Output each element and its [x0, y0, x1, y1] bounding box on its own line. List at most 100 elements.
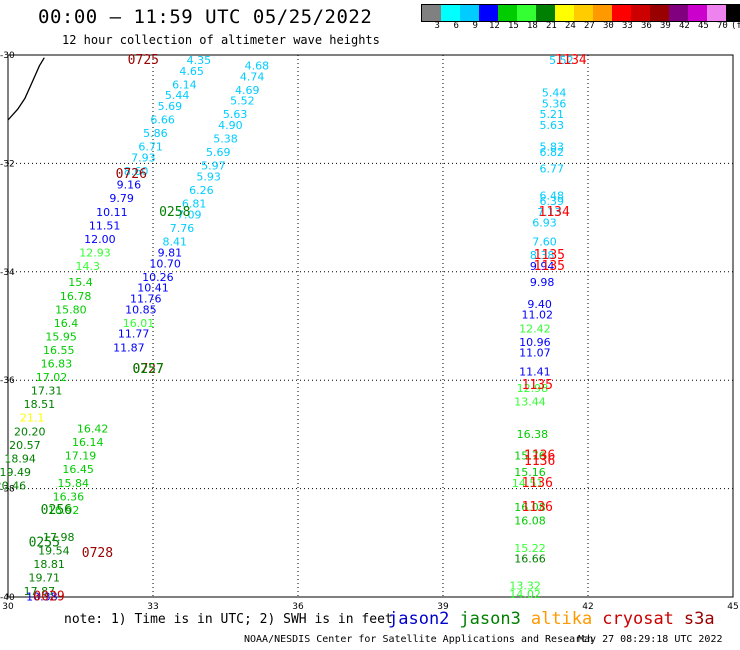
timestamp-text: May 27 08:29:18 UTC 2022	[578, 634, 723, 645]
swh-label: 8.60	[124, 165, 149, 178]
swh-label: 17.02	[36, 371, 68, 384]
swh-label: 21.1	[20, 412, 45, 425]
swh-label: 11.07	[519, 347, 551, 360]
swh-label: 15.16	[514, 466, 546, 479]
swh-label: 11.76	[130, 292, 162, 305]
swh-label: 20.20	[14, 425, 46, 438]
colorbar-swatch	[612, 5, 631, 21]
swh-label: 5.44	[165, 89, 190, 102]
swh-label: 9.16	[117, 179, 142, 192]
swh-label: 4.74	[240, 70, 265, 83]
time-label: 0258	[159, 205, 190, 220]
swh-label: 16.38	[517, 428, 549, 441]
swh-label: 16.01	[123, 317, 155, 330]
colorbar-label: 39	[660, 21, 671, 31]
swh-label: 5.69	[206, 146, 231, 159]
swh-label: 10.26	[142, 271, 174, 284]
y-tick-label: -34	[0, 268, 15, 278]
swh-label: 17.31	[31, 385, 63, 398]
chart-subtitle: 12 hour collection of altimeter wave hei…	[62, 33, 380, 47]
swh-label: 16.4	[54, 317, 79, 330]
time-label: 1136	[524, 454, 555, 469]
x-tick-label: 39	[437, 602, 449, 612]
colorbar-label: 18	[527, 21, 538, 31]
colorbar-swatch	[669, 5, 688, 21]
time-label: 0256	[41, 503, 72, 518]
x-tick-label: 36	[292, 602, 304, 612]
swh-label: 16.78	[60, 290, 92, 303]
swh-label: 9.98	[530, 276, 555, 289]
swh-label: 17.98	[43, 531, 75, 544]
legend-altika: altika	[530, 609, 593, 629]
swh-label: 19.54	[38, 545, 70, 558]
swh-label: 11.41	[519, 366, 551, 379]
colorbar-swatch	[441, 5, 460, 21]
swh-label: 11.51	[89, 219, 121, 232]
time-label: 0727	[133, 362, 164, 377]
swh-label: 16.66	[514, 553, 546, 566]
time-label: 1136	[524, 449, 555, 464]
x-tick-label: 45	[727, 602, 738, 612]
y-tick-label: -40	[0, 593, 15, 603]
swh-label: 5.38	[213, 133, 238, 146]
swh-label: 18.94	[4, 452, 36, 465]
swh-label: 15.80	[55, 303, 87, 316]
swh-label: 9.40	[527, 298, 552, 311]
colorbar-label: 70	[717, 21, 728, 31]
colorbar-label: 15	[508, 21, 519, 31]
time-label: 0728	[82, 546, 113, 561]
time-label: 0726	[116, 167, 147, 182]
swh-label: 18.51	[24, 398, 56, 411]
time-label: 0255	[29, 535, 60, 550]
swh-label: 11.02	[522, 309, 554, 322]
colorbar-swatch	[422, 5, 441, 21]
colorbar-label: 33	[622, 21, 633, 31]
swh-label: 6.81	[182, 198, 207, 211]
colorbar-swatch	[479, 5, 498, 21]
swh-label: 12.93	[79, 246, 111, 259]
colorbar-swatch	[631, 5, 650, 21]
swh-label: 5.36	[542, 97, 567, 110]
swh-label: 6.48	[540, 190, 565, 203]
swh-label: 16.08	[514, 515, 546, 528]
swh-label: 12.98	[517, 382, 549, 395]
swh-label: 16.45	[62, 463, 94, 476]
credit-text: NOAA/NESDIS Center for Satellite Applica…	[244, 634, 594, 645]
swh-label: 7.93	[131, 152, 156, 165]
colorbar-label: 9	[472, 21, 478, 31]
time-label: 1135	[522, 378, 553, 393]
swh-label: 4.65	[179, 65, 204, 78]
swh-label: 19.71	[29, 572, 61, 585]
colorbar-swatch	[517, 5, 536, 21]
plot-frame	[7, 54, 734, 598]
colorbar-swatch	[650, 5, 669, 21]
swh-label: 15.76	[514, 450, 546, 463]
swh-label: 6.66	[150, 114, 175, 127]
time-label: 1134	[555, 53, 586, 68]
swh-label: 5.69	[158, 100, 183, 113]
colorbar-swatch	[593, 5, 612, 21]
y-tick-label: -32	[0, 159, 15, 169]
swh-label: 12.42	[519, 322, 551, 335]
swh-label: 9.79	[109, 192, 134, 205]
swh-label: 6.82	[540, 146, 565, 159]
colorbar-label: 6	[453, 21, 459, 31]
time-label: 1136	[522, 476, 553, 491]
x-tick-label: 42	[582, 602, 593, 612]
swh-label: 17.19	[65, 450, 97, 463]
colorbar	[421, 4, 740, 22]
swh-label: 10.70	[149, 257, 181, 270]
time-label: 0029	[33, 590, 64, 605]
colorbar-label: 36	[641, 21, 652, 31]
swh-label: 16.14	[72, 436, 104, 449]
swh-label: 8.38	[530, 249, 555, 262]
swh-label: 7.13	[537, 206, 562, 219]
swh-label: 5.86	[143, 127, 168, 140]
legend-jason3: jason3	[459, 609, 521, 629]
swh-label: 10.85	[125, 303, 157, 316]
swh-label: 16.83	[41, 358, 73, 371]
swh-label: 7.60	[532, 236, 557, 249]
swh-label: 11.77	[118, 328, 150, 341]
swh-label: 16.42	[77, 423, 109, 436]
